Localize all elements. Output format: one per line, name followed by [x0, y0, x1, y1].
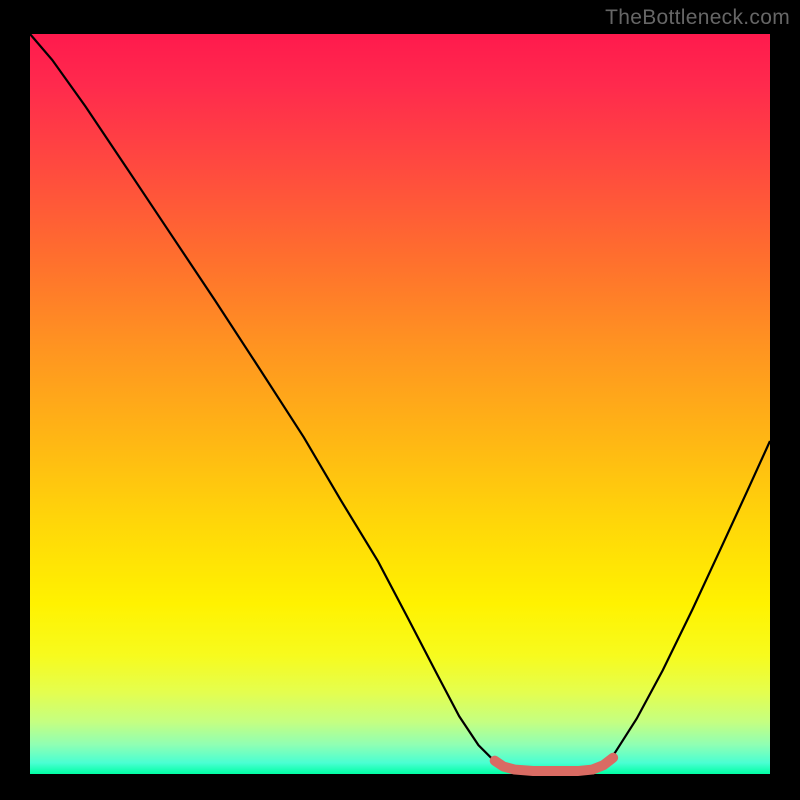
watermark-text: TheBottleneck.com: [605, 6, 790, 30]
bottleneck-curve-chart: [0, 0, 800, 800]
plot-background: [30, 34, 770, 774]
